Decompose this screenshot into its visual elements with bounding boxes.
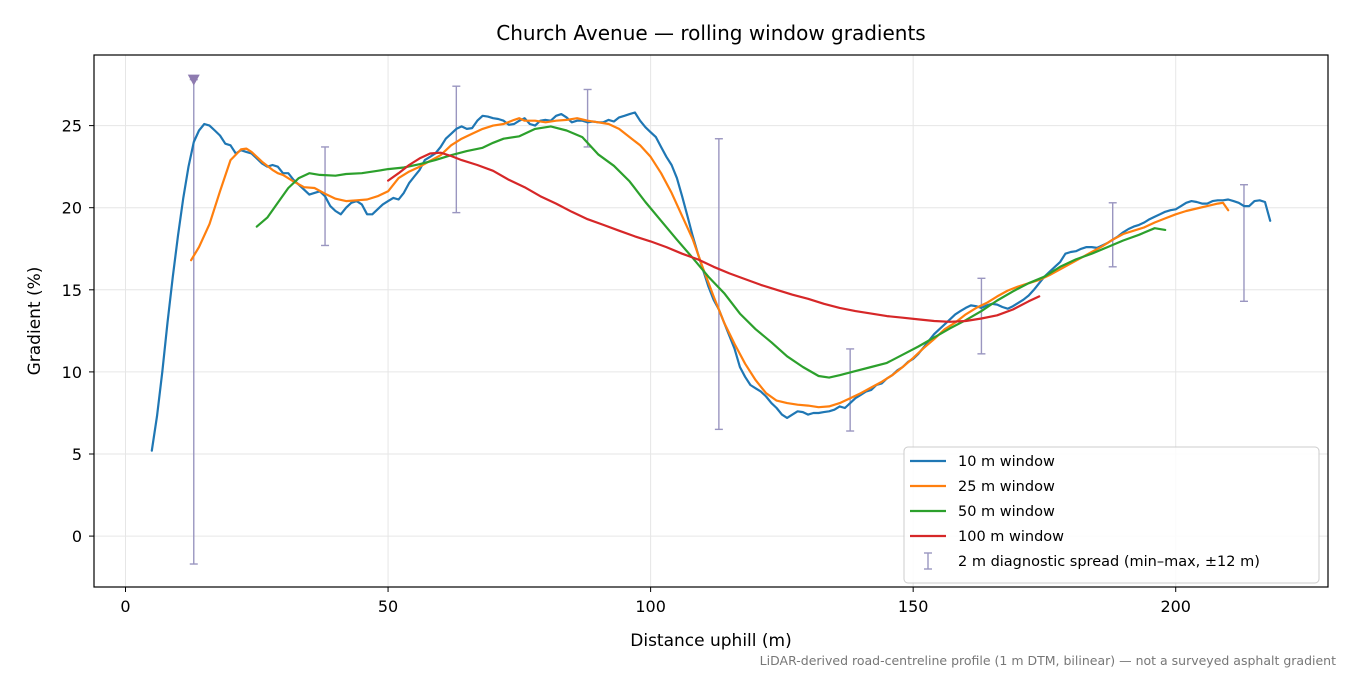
legend: 10 m window 25 m window 50 m window 100 m w… <box>903 446 1320 584</box>
series-line-3 <box>387 151 1041 323</box>
y-tick-label: 0 <box>72 527 82 546</box>
errorbar <box>846 348 855 432</box>
legend-label-2: 50 m window <box>958 504 1055 520</box>
legend-label-3: 100 m window <box>958 529 1064 545</box>
footnote: LiDAR-derived road-centreline profile (1… <box>760 653 1336 668</box>
y-tick-label: 5 <box>72 445 82 464</box>
legend-label-4: 2 m diagnostic spread (min–max, ±12 m) <box>958 554 1260 570</box>
legend-swatch-errorbar <box>924 552 932 570</box>
legend-box <box>903 446 1320 584</box>
series-line-1 <box>190 117 1230 409</box>
plot-frame <box>93 54 1329 588</box>
x-tick-label: 150 <box>898 597 929 616</box>
errorbar <box>977 277 986 355</box>
y-tick-label: 25 <box>62 117 82 136</box>
legend-label-0: 10 m window <box>958 454 1055 470</box>
y-tick-label: 15 <box>62 281 82 300</box>
annotation-markers <box>187 74 200 86</box>
x-axis-label: Distance uphill (m) <box>630 631 791 651</box>
y-axis-label: Gradient (%) <box>25 267 45 376</box>
series-lines <box>150 111 1272 452</box>
x-tick-label: 100 <box>635 597 666 616</box>
x-tick-label: 200 <box>1160 597 1191 616</box>
series-line-2 <box>255 125 1167 379</box>
peak-marker <box>187 74 200 86</box>
errorbar <box>714 138 723 431</box>
x-tick-label: 50 <box>378 597 398 616</box>
x-axis-ticks: 0 50 100 150 200 <box>120 587 1191 616</box>
y-axis-ticks: 0 5 10 15 20 25 <box>62 117 94 546</box>
errorbar <box>1108 202 1117 268</box>
legend-label-1: 25 m window <box>958 479 1055 495</box>
errorbar <box>452 85 461 214</box>
errorbar <box>1239 184 1248 302</box>
x-tick-label: 0 <box>120 597 130 616</box>
chart-title: Church Avenue — rolling window gradients <box>496 21 925 45</box>
series-line-0 <box>150 111 1272 452</box>
y-tick-label: 10 <box>62 363 82 382</box>
diagnostic-spread-errorbars <box>189 78 1248 565</box>
y-tick-label: 20 <box>62 199 82 218</box>
